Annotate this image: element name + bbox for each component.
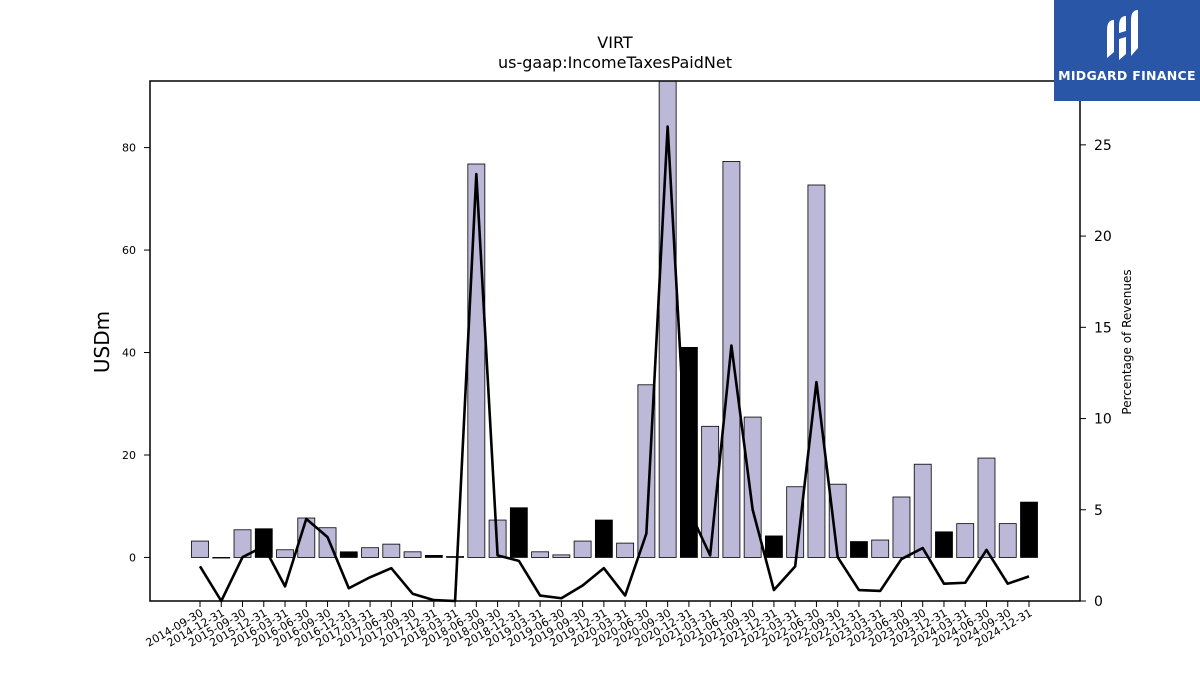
bar bbox=[850, 541, 868, 558]
bar bbox=[276, 549, 294, 558]
bar bbox=[552, 554, 571, 558]
bar bbox=[679, 346, 698, 558]
bar bbox=[658, 80, 677, 558]
bar bbox=[382, 543, 401, 558]
bar bbox=[871, 539, 890, 558]
logo-text: MIDGARD FINANCE bbox=[1058, 68, 1196, 83]
y2-tick-label: 0 bbox=[1094, 594, 1103, 610]
y-tick-label: 20 bbox=[122, 449, 136, 462]
bar bbox=[467, 163, 486, 558]
bar bbox=[765, 535, 783, 558]
chart-subtitle: us-gaap:IncomeTaxesPaidNet bbox=[498, 53, 732, 72]
bar bbox=[212, 557, 231, 559]
bar bbox=[594, 519, 613, 558]
bar bbox=[1020, 501, 1038, 558]
y2-tick-label: 15 bbox=[1094, 320, 1112, 336]
bar bbox=[998, 523, 1017, 558]
y2-tick-label: 5 bbox=[1094, 503, 1103, 519]
y-tick-label: 80 bbox=[122, 142, 136, 155]
bar bbox=[424, 555, 443, 558]
bar bbox=[361, 547, 379, 558]
bar bbox=[531, 551, 550, 558]
y2-tick-label: 25 bbox=[1094, 138, 1112, 154]
y2-axis-label: Percentage of Revenues bbox=[1120, 269, 1134, 414]
bar bbox=[339, 551, 358, 558]
y-tick-label: 60 bbox=[122, 244, 136, 257]
bar bbox=[616, 542, 635, 558]
bar bbox=[254, 528, 273, 558]
y-tick-label: 40 bbox=[122, 347, 136, 360]
bar bbox=[191, 540, 209, 558]
y2-tick-label: 10 bbox=[1094, 412, 1112, 428]
midgard-finance-logo: MIDGARD FINANCE bbox=[1054, 0, 1200, 101]
bar bbox=[446, 556, 464, 558]
bar bbox=[573, 540, 592, 558]
y-tick-label: 0 bbox=[129, 551, 136, 564]
bar bbox=[722, 161, 741, 558]
bar bbox=[913, 463, 932, 558]
midgard-logo-icon bbox=[1107, 10, 1138, 60]
bar bbox=[403, 551, 422, 558]
bar bbox=[807, 184, 826, 558]
plot-frame bbox=[149, 80, 1081, 602]
bar bbox=[956, 523, 975, 558]
bar bbox=[892, 496, 911, 558]
chart-marks: 02040608005101520252014-09-302014-12-312… bbox=[122, 80, 1112, 650]
chart-title: VIRT bbox=[597, 33, 633, 52]
bar bbox=[509, 507, 528, 558]
bar bbox=[977, 457, 996, 558]
y-axis-label: USDm bbox=[90, 311, 114, 373]
series-line bbox=[198, 125, 1030, 603]
bar bbox=[935, 531, 953, 558]
y2-tick-label: 20 bbox=[1094, 229, 1112, 245]
